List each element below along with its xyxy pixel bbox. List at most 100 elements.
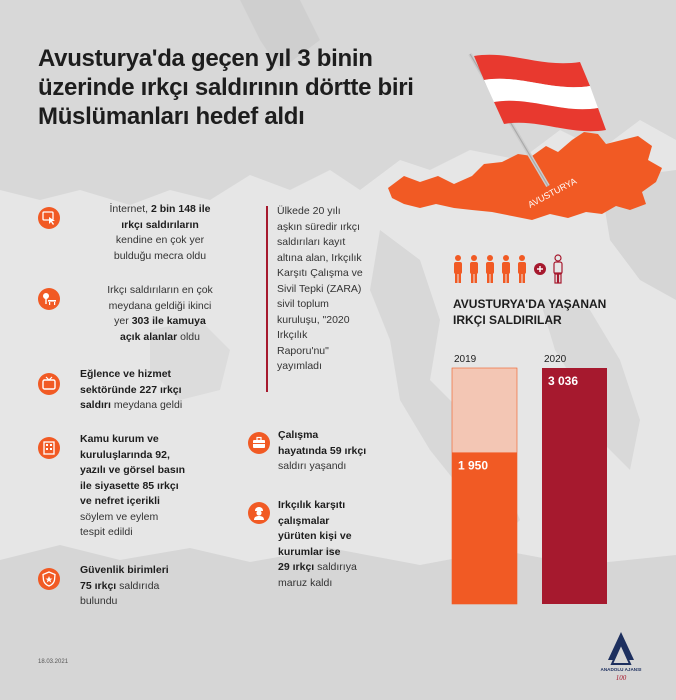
text-line: kendine en çok yer <box>80 233 240 249</box>
stat-internet: İnternet, 2 bin 148 ile ırkçı saldırıları… <box>80 202 240 264</box>
bold-segment: hayatında 59 ırkçı <box>278 444 367 457</box>
bold-segment: açık alanlar <box>120 330 178 343</box>
value-label: 3 036 <box>548 374 578 388</box>
plus-circle-icon <box>534 263 546 275</box>
worker-icon <box>248 502 270 524</box>
text-segment: oldu <box>177 330 200 343</box>
attacks-bar-chart: 2019 1 950 2020 3 036 <box>451 354 607 605</box>
text-line: yazılı ve görsel basın <box>80 463 240 479</box>
person-outline-icon <box>553 254 563 284</box>
logo-text: ANADOLU AJANSI <box>601 667 642 672</box>
text-line: sektöründe 227 ırkçı <box>80 383 240 399</box>
zara-report-quote: Ülkede 20 yılı aşkın süredir ırkçı saldırı… <box>277 204 389 375</box>
chart-title: AVUSTURYA'DA YAŞANAN IRKÇI SALDIRILAR <box>453 296 653 328</box>
text-segment: saldırıda <box>116 579 160 592</box>
text-segment: meydana geldi <box>110 399 183 411</box>
text-segment: saldırıya <box>314 561 357 573</box>
chart-title-line: IRKÇI SALDIRILAR <box>453 313 562 327</box>
text-segment: söylem ve eylem <box>80 510 159 523</box>
text-segment: tespit edildi <box>80 526 133 538</box>
text-line: İnternet, 2 bin 148 ile <box>80 202 240 218</box>
text-line: 29 ırkçı saldırıya <box>278 560 398 576</box>
bold-segment: Kamu kurum ve <box>80 433 159 445</box>
bar-2020 <box>542 368 607 604</box>
bold-segment: kurumlar ise <box>278 545 341 558</box>
text-segment: maruz kaldı <box>278 576 333 589</box>
text-line: Kamu kurum ve <box>80 432 240 448</box>
stat-public-institutions: Kamu kurum ve kuruluşlarında 92, yazılı ve… <box>80 432 240 541</box>
bold-segment: 29 ırkçı <box>278 561 315 573</box>
text-line: kuruluşlarında 92, <box>80 448 240 464</box>
quote-line: sivil toplum <box>277 298 329 310</box>
bar-2019 <box>452 452 517 604</box>
anadolu-ajansi-logo-icon: ANADOLU AJANSI 100 <box>601 632 642 682</box>
value-label: 1 950 <box>458 458 488 472</box>
text-segment: meydana geldiği ikinci <box>108 299 212 312</box>
park-bench-icon <box>38 288 60 310</box>
text-line: hayatında 59 ırkçı <box>278 444 398 460</box>
category-label: 2020 <box>544 354 567 365</box>
text-line: kurumlar ise <box>278 545 398 561</box>
bold-segment: Güvenlik birimleri <box>80 564 169 576</box>
austria-map-with-flag: AVUSTURYA <box>388 52 662 220</box>
person-icon <box>470 255 478 283</box>
quote-line: Irkçılık <box>277 329 308 341</box>
person-icon <box>486 255 494 283</box>
television-icon <box>38 373 60 395</box>
quote-line: yayımladı <box>277 360 322 372</box>
text-line: saldırı yaşandı <box>278 459 398 475</box>
publication-date: 18.03.2021 <box>38 659 69 665</box>
text-line: söylem ve eylem <box>80 510 240 526</box>
chart-title-line: AVUSTURYA'DA YAŞANAN <box>453 297 607 311</box>
text-segment: bulundu <box>80 595 118 607</box>
stat-entertainment: Eğlence ve hizmet sektöründe 227 ırkçı sal… <box>80 367 240 414</box>
austria-flag-icon <box>474 54 606 132</box>
text-line: bulduğu mecra oldu <box>80 249 240 265</box>
quote-line: Ülkede 20 yılı <box>277 205 341 217</box>
person-icon <box>454 255 462 283</box>
stat-working-life: Çalışma hayatında 59 ırkçı saldırı yaşandı <box>278 428 398 475</box>
text-line: ırkçı saldırıların <box>80 218 240 234</box>
stat-security-units: Güvenlik birimleri 75 ırkçı saldırıda bulu… <box>80 563 240 610</box>
text-line: tespit edildi <box>80 525 240 541</box>
text-line: Irkçı saldırıların en çok <box>80 283 240 299</box>
text-line: yürüten kişi ve <box>278 529 398 545</box>
text-line: ve nefret içerikli <box>80 494 240 510</box>
text-segment: kendine en çok yer <box>115 234 205 246</box>
bold-segment: ırkçı saldırıların <box>121 218 199 231</box>
bold-segment: kuruluşlarında 92, <box>80 448 170 461</box>
person-icon <box>502 255 510 283</box>
bold-segment: yazılı ve görsel basın <box>80 464 186 476</box>
bold-segment: Eğlence ve hizmet <box>80 368 172 380</box>
quote-accent-bar <box>266 206 268 392</box>
bold-segment: Çalışma <box>278 429 319 441</box>
stat-anti-racism-workers: Irkçılık karşıtı çalışmalar yürüten kişi v… <box>278 498 398 591</box>
text-line: Irkçılık karşıtı <box>278 498 398 514</box>
quote-line: aşkın süredir ırkçı <box>277 220 360 233</box>
text-segment: yer <box>114 315 132 327</box>
category-label: 2019 <box>454 354 477 365</box>
text-segment: saldırı yaşandı <box>278 460 347 472</box>
bold-segment: 2 bin 148 ile <box>150 203 211 215</box>
text-line: ile siyasette 85 ırkçı <box>80 479 240 495</box>
stat-public-spaces: Irkçı saldırıların en çok meydana geldiği… <box>80 283 240 345</box>
text-line: 75 ırkçı saldırıda <box>80 579 240 595</box>
text-line: saldırı meydana geldi <box>80 398 240 414</box>
text-line: çalışmalar <box>278 514 398 530</box>
bold-segment: ve nefret içerikli <box>80 495 160 507</box>
bold-segment: saldırı <box>80 399 111 411</box>
bold-segment: yürüten kişi ve <box>278 530 352 542</box>
text-line: Eğlence ve hizmet <box>80 367 240 383</box>
text-line: maruz kaldı <box>278 576 398 592</box>
headline: Avusturya'da geçen yıl 3 binin üzerinde … <box>38 45 414 130</box>
text-line: meydana geldiği ikinci <box>80 299 240 315</box>
quote-line: Karşıtı Çalışma ve <box>277 267 363 279</box>
text-segment: bulduğu mecra oldu <box>113 249 207 262</box>
briefcase-icon <box>248 432 270 454</box>
text-line: yer 303 ile kamuya <box>80 314 240 330</box>
text-segment: Irkçı saldırıların en çok <box>107 284 213 296</box>
text-line: bulundu <box>80 594 240 610</box>
people-icons-row <box>454 254 563 284</box>
quote-line: kuruluşu, "2020 <box>277 313 350 326</box>
bold-segment: ile siyasette 85 ırkçı <box>80 479 179 492</box>
